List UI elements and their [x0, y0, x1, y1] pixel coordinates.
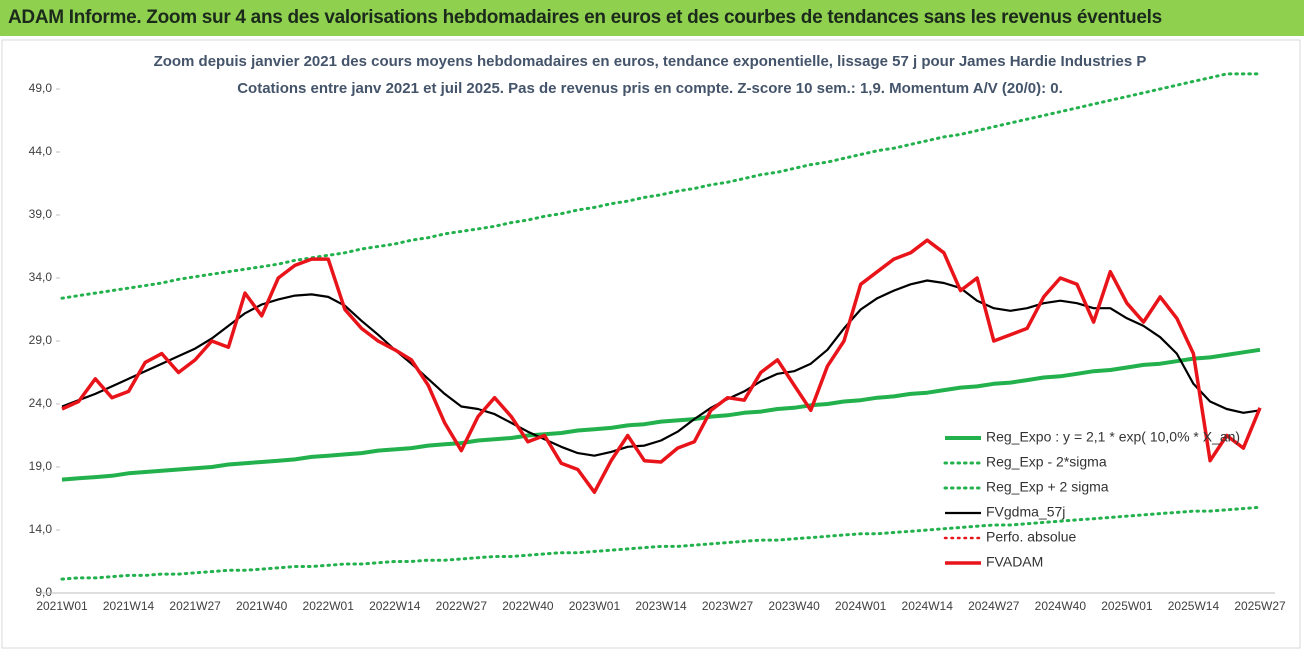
x-tick-label: 2021W14	[103, 599, 155, 613]
x-tick-label: 2022W14	[369, 599, 421, 613]
legend-label: FVgdma_57j	[986, 504, 1065, 520]
series-line	[60, 505, 1262, 581]
y-tick-label: 9,0	[35, 585, 52, 599]
chart-title: Zoom depuis janvier 2021 des cours moyen…	[154, 53, 1147, 70]
y-tick-label: 34,0	[29, 270, 53, 284]
x-tick-label: 2025W01	[1101, 599, 1153, 613]
series-line	[61, 238, 1262, 494]
x-tick-label: 2024W27	[968, 599, 1020, 613]
chart-frame	[1, 39, 1301, 649]
legend-label: Perfo. absolue	[986, 529, 1076, 545]
y-tick-label: 19,0	[29, 459, 53, 473]
y-tick-label: 29,0	[29, 333, 53, 347]
x-tick-label: 2021W01	[36, 599, 88, 613]
y-tick-label: 14,0	[29, 522, 53, 536]
x-tick-label: 2022W40	[502, 599, 554, 613]
y-tick-label: 24,0	[29, 396, 53, 410]
y-tick-label: 44,0	[29, 144, 53, 158]
x-tick-label: 2024W40	[1035, 599, 1087, 613]
x-tick-label: 2022W27	[436, 599, 488, 613]
legend-label: Reg_Exp - 2*sigma	[986, 454, 1107, 470]
legend-label: FVADAM	[986, 554, 1043, 570]
x-tick-label: 2023W40	[768, 599, 820, 613]
x-tick-label: 2022W01	[303, 599, 355, 613]
legend-label: Reg_Exp + 2 sigma	[986, 479, 1109, 495]
x-tick-label: 2023W14	[635, 599, 687, 613]
series-line	[61, 279, 1261, 457]
y-tick-label: 49,0	[29, 81, 53, 95]
legend-label: Reg_Expo : y = 2,1 * exp( 10,0% * X_an)	[986, 429, 1240, 445]
x-tick-label: 2024W14	[902, 599, 954, 613]
x-tick-label: 2023W27	[702, 599, 754, 613]
series-line	[60, 72, 1262, 300]
x-tick-label: 2021W40	[236, 599, 288, 613]
header-bar: ADAM Informe. Zoom sur 4 ans des valoris…	[0, 0, 1304, 36]
x-tick-label: 2024W01	[835, 599, 887, 613]
x-tick-label: 2021W27	[169, 599, 221, 613]
x-tick-label: 2025W14	[1168, 599, 1220, 613]
series-line	[61, 347, 1261, 482]
header-title: ADAM Informe. Zoom sur 4 ans des valoris…	[8, 7, 1162, 28]
x-tick-label: 2023W01	[569, 599, 621, 613]
x-tick-label: 2025W27	[1234, 599, 1286, 613]
chart-subtitle: Cotations entre janv 2021 et juil 2025. …	[237, 80, 1063, 97]
y-tick-label: 39,0	[29, 207, 53, 221]
